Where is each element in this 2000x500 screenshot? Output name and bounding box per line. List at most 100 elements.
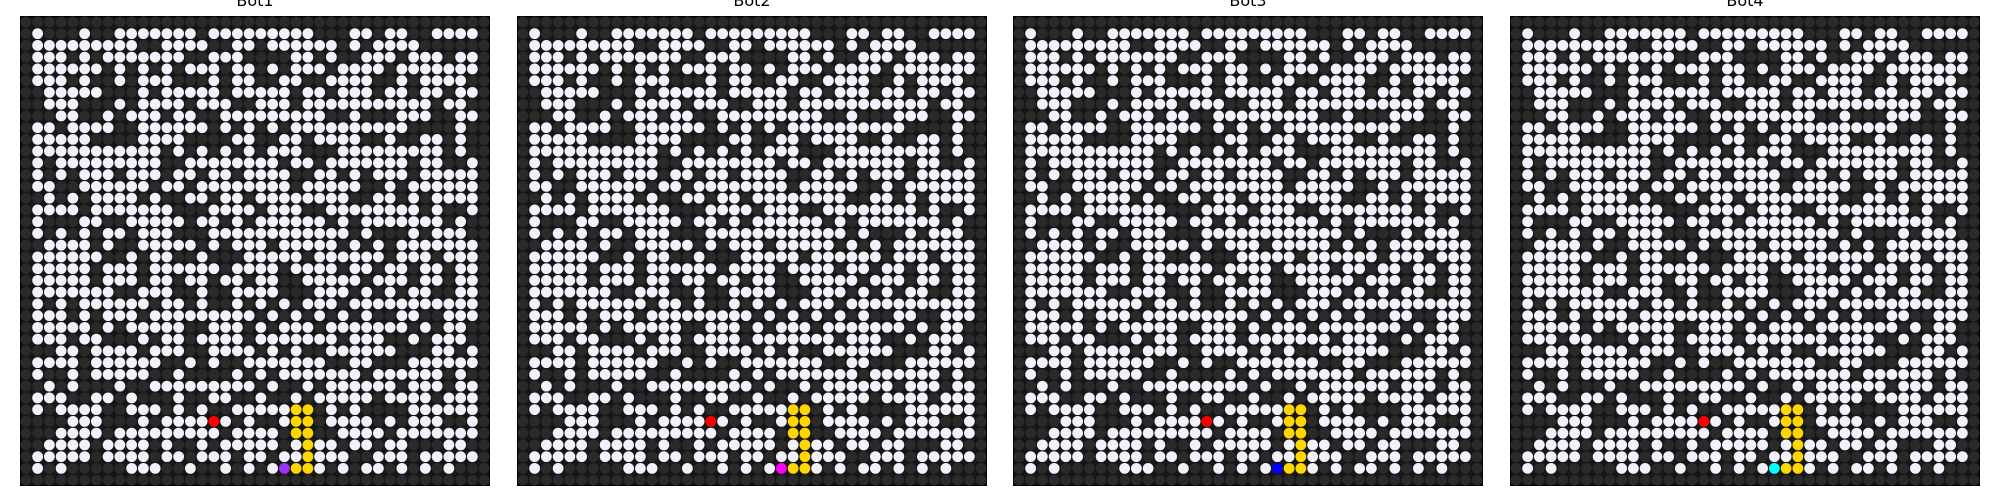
- open-cell: [443, 404, 455, 416]
- open-cell: [576, 251, 588, 263]
- open-cell: [372, 98, 384, 110]
- open-cell: [231, 239, 243, 251]
- wall-cell: [1013, 427, 1025, 439]
- open-cell: [196, 63, 208, 75]
- wall-cell: [634, 192, 646, 204]
- wall-cell: [552, 380, 564, 392]
- open-cell: [1307, 310, 1319, 322]
- open-cell: [1107, 451, 1119, 463]
- open-cell: [290, 145, 302, 157]
- open-cell: [611, 427, 623, 439]
- open-cell: [576, 274, 588, 286]
- wall-cell: [799, 204, 811, 216]
- wall-cell: [1213, 357, 1225, 369]
- open-cell: [1448, 333, 1460, 345]
- open-cell: [822, 392, 834, 404]
- wall-cell: [20, 28, 32, 40]
- open-cell: [1036, 239, 1048, 251]
- open-cell: [361, 415, 373, 427]
- wall-cell: [576, 380, 588, 392]
- open-cell: [799, 274, 811, 286]
- open-cell: [1177, 239, 1189, 251]
- open-cell: [443, 98, 455, 110]
- wall-cell: [196, 169, 208, 181]
- open-cell: [431, 380, 443, 392]
- open-cell: [1448, 145, 1460, 157]
- open-cell: [102, 286, 114, 298]
- wall-cell: [278, 286, 290, 298]
- open-cell: [846, 110, 858, 122]
- open-cell: [540, 192, 552, 204]
- wall-cell: [799, 286, 811, 298]
- open-cell: [952, 63, 964, 75]
- open-cell: [1412, 110, 1424, 122]
- wall-cell: [384, 251, 396, 263]
- wall-cell: [858, 133, 870, 145]
- open-cell: [928, 204, 940, 216]
- open-cell: [1448, 169, 1460, 181]
- open-cell: [149, 239, 161, 251]
- wall-cell: [916, 192, 928, 204]
- open-cell: [396, 98, 408, 110]
- open-cell: [1177, 380, 1189, 392]
- wall-cell: [905, 86, 917, 98]
- wall-cell: [517, 427, 529, 439]
- open-cell: [1674, 28, 1686, 40]
- open-cell: [419, 380, 431, 392]
- open-cell: [576, 75, 588, 87]
- wall-cell: [693, 169, 705, 181]
- open-cell: [552, 333, 564, 345]
- open-cell: [1295, 86, 1307, 98]
- open-cell: [1119, 462, 1131, 474]
- wall-cell: [811, 28, 823, 40]
- open-cell: [1201, 345, 1213, 357]
- open-cell: [1072, 451, 1084, 463]
- wall-cell: [1412, 39, 1424, 51]
- open-cell: [1154, 415, 1166, 427]
- wall-cell: [443, 380, 455, 392]
- open-cell: [1036, 122, 1048, 134]
- open-cell: [43, 75, 55, 87]
- wall-cell: [302, 169, 314, 181]
- open-cell: [243, 39, 255, 51]
- wall-cell: [208, 404, 220, 416]
- open-cell: [137, 63, 149, 75]
- wall-cell: [1177, 368, 1189, 380]
- open-cell: [161, 415, 173, 427]
- wall-cell: [893, 415, 905, 427]
- wall-cell: [1095, 133, 1107, 145]
- open-cell: [255, 333, 267, 345]
- wall-cell: [952, 474, 964, 486]
- open-cell: [787, 145, 799, 157]
- open-cell: [231, 404, 243, 416]
- open-cell: [634, 63, 646, 75]
- open-cell: [173, 216, 185, 228]
- open-cell: [149, 345, 161, 357]
- open-cell: [102, 263, 114, 275]
- open-cell: [173, 263, 185, 275]
- wall-cell: [611, 110, 623, 122]
- wall-cell: [1401, 439, 1413, 451]
- wall-cell: [443, 110, 455, 122]
- open-cell: [658, 86, 670, 98]
- open-cell: [384, 298, 396, 310]
- open-cell: [846, 180, 858, 192]
- wall-cell: [681, 321, 693, 333]
- open-cell: [1201, 239, 1213, 251]
- wall-cell: [540, 345, 552, 357]
- open-cell: [552, 75, 564, 87]
- open-cell: [764, 427, 776, 439]
- open-cell: [1448, 368, 1460, 380]
- wall-cell: [1154, 110, 1166, 122]
- wall-cell: [267, 16, 279, 28]
- open-cell: [32, 63, 44, 75]
- wall-cell: [693, 321, 705, 333]
- wall-cell: [1436, 16, 1448, 28]
- wall-cell: [670, 286, 682, 298]
- open-cell: [1201, 98, 1213, 110]
- open-cell: [881, 345, 893, 357]
- wall-cell: [372, 28, 384, 40]
- open-cell: [846, 145, 858, 157]
- wall-cell: [337, 474, 349, 486]
- open-cell: [1072, 274, 1084, 286]
